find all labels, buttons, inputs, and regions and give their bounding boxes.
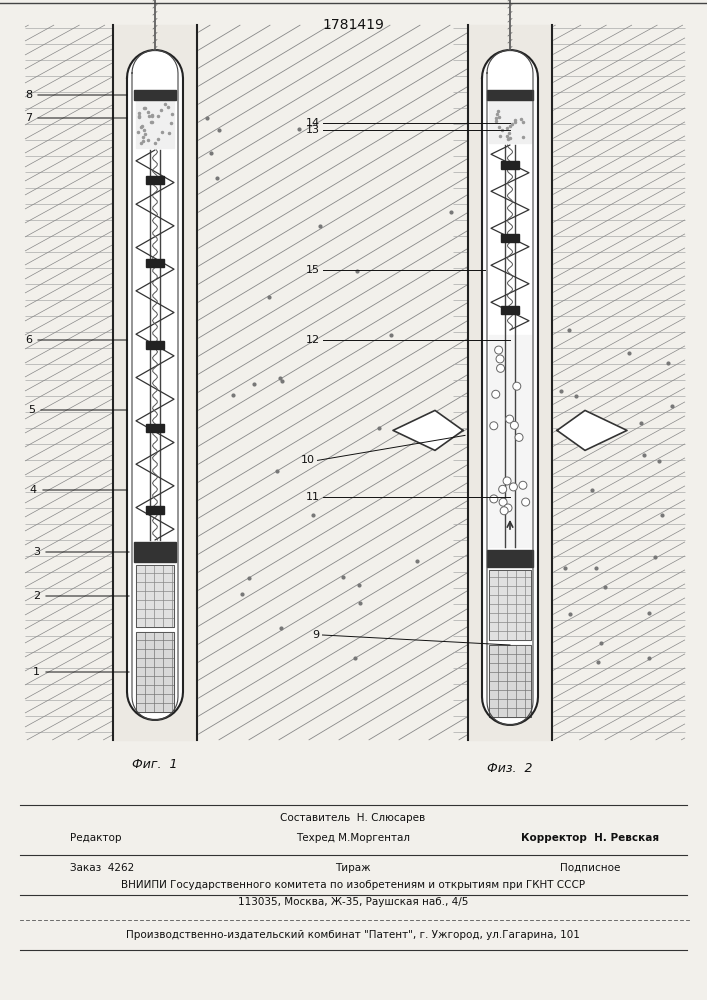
Text: Техред М.Моргентал: Техред М.Моргентал — [296, 833, 410, 843]
Polygon shape — [487, 550, 533, 567]
Polygon shape — [501, 306, 519, 314]
Text: Подписное: Подписное — [560, 863, 620, 873]
Polygon shape — [489, 570, 531, 640]
Text: Тираж: Тираж — [335, 863, 370, 873]
Polygon shape — [136, 632, 174, 712]
Polygon shape — [489, 100, 531, 143]
Text: 4: 4 — [30, 485, 37, 495]
Circle shape — [492, 390, 500, 398]
Circle shape — [498, 485, 507, 493]
Polygon shape — [468, 25, 552, 740]
Polygon shape — [127, 50, 183, 720]
Polygon shape — [482, 50, 538, 725]
Text: 3: 3 — [33, 547, 40, 557]
Text: Производственно-издательский комбинат "Патент", г. Ужгород, ул.Гагарина, 101: Производственно-издательский комбинат "П… — [126, 930, 580, 940]
Polygon shape — [393, 410, 463, 450]
Polygon shape — [146, 424, 164, 432]
Circle shape — [515, 433, 523, 441]
Text: 12: 12 — [305, 335, 320, 345]
Polygon shape — [487, 50, 533, 725]
Circle shape — [495, 346, 503, 354]
Polygon shape — [146, 506, 164, 514]
Polygon shape — [557, 410, 627, 450]
Circle shape — [499, 498, 507, 506]
Polygon shape — [146, 258, 164, 266]
Polygon shape — [487, 90, 533, 100]
Polygon shape — [501, 161, 519, 169]
Text: 113035, Москва, Ж-35, Раушская наб., 4/5: 113035, Москва, Ж-35, Раушская наб., 4/5 — [238, 897, 468, 907]
Text: Физ.  2: Физ. 2 — [487, 762, 533, 774]
Text: Фиг.  1: Фиг. 1 — [132, 758, 177, 772]
Polygon shape — [134, 90, 176, 100]
Text: 2: 2 — [33, 591, 40, 601]
Circle shape — [500, 507, 508, 515]
Polygon shape — [136, 100, 174, 148]
Polygon shape — [136, 565, 174, 627]
Text: 13: 13 — [305, 125, 320, 135]
Polygon shape — [132, 50, 178, 720]
Text: 7: 7 — [25, 113, 32, 123]
Circle shape — [490, 495, 498, 503]
Text: Корректор  Н. Ревская: Корректор Н. Ревская — [521, 833, 659, 843]
Polygon shape — [489, 335, 531, 547]
Polygon shape — [134, 542, 176, 562]
Circle shape — [510, 483, 518, 491]
Polygon shape — [146, 176, 164, 184]
Circle shape — [496, 355, 504, 363]
Text: 14: 14 — [305, 118, 320, 128]
Circle shape — [510, 421, 518, 429]
Circle shape — [496, 364, 505, 372]
Text: 5: 5 — [28, 405, 35, 415]
Circle shape — [490, 422, 498, 430]
Circle shape — [522, 498, 530, 506]
Text: Редактор: Редактор — [70, 833, 122, 843]
Circle shape — [506, 415, 513, 423]
Circle shape — [519, 481, 527, 489]
Text: 11: 11 — [305, 492, 320, 502]
Text: 9: 9 — [312, 630, 320, 640]
Text: 10: 10 — [300, 455, 315, 465]
Polygon shape — [113, 25, 197, 740]
Circle shape — [503, 477, 511, 485]
Polygon shape — [146, 341, 164, 349]
Text: 8: 8 — [25, 90, 32, 100]
Circle shape — [513, 382, 521, 390]
Text: 1781419: 1781419 — [322, 18, 385, 32]
Text: Заказ  4262: Заказ 4262 — [70, 863, 134, 873]
Circle shape — [504, 504, 512, 512]
Text: Составитель  Н. Слюсарев: Составитель Н. Слюсарев — [281, 813, 426, 823]
Text: ВНИИПИ Государственного комитета по изобретениям и открытиям при ГКНТ СССР: ВНИИПИ Государственного комитета по изоб… — [121, 880, 585, 890]
Polygon shape — [501, 233, 519, 241]
Text: 1: 1 — [33, 667, 40, 677]
Text: 6: 6 — [25, 335, 32, 345]
Polygon shape — [489, 645, 531, 717]
Text: 15: 15 — [305, 265, 320, 275]
